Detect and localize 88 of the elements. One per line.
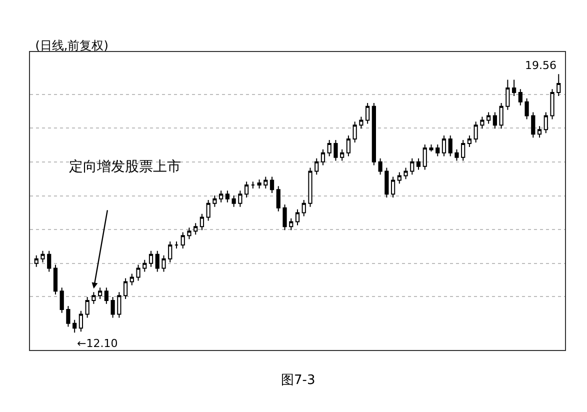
candlestick <box>518 88 522 106</box>
candlestick <box>232 194 236 208</box>
candlestick <box>314 158 319 176</box>
candlestick <box>104 287 108 304</box>
candlestick <box>200 213 204 231</box>
candlestick <box>397 172 402 184</box>
candlestick <box>110 296 115 318</box>
candlestick <box>187 227 192 240</box>
candlestick <box>148 250 154 268</box>
candlestick <box>117 292 122 318</box>
candlestick <box>98 287 102 300</box>
candlestick <box>34 254 38 268</box>
candlestick <box>162 254 166 272</box>
candlestick <box>512 79 516 97</box>
candlestick <box>244 181 249 198</box>
candlestick <box>366 102 370 124</box>
candlestick <box>537 126 542 138</box>
candlestick <box>60 287 64 314</box>
candlestick <box>155 250 160 272</box>
candlestick <box>384 167 389 198</box>
candlestick <box>78 310 84 332</box>
candlestick <box>467 135 472 148</box>
candlestick <box>174 241 179 249</box>
candlestick <box>340 148 344 162</box>
candlestick <box>436 144 440 157</box>
candlestick <box>257 179 262 190</box>
candlestick <box>390 176 396 198</box>
candlestick <box>53 264 58 296</box>
candlestick <box>531 112 536 138</box>
candlestick <box>327 140 332 157</box>
annotation: 定向增发股票上市 <box>69 159 181 175</box>
candlestick <box>212 194 217 208</box>
candlestick <box>276 186 280 212</box>
candlestick <box>422 144 427 170</box>
candlestick <box>480 116 484 130</box>
candlestick <box>47 250 52 272</box>
candlestick <box>550 88 554 120</box>
candlestick <box>416 158 421 170</box>
candlestick <box>308 167 312 208</box>
candlestick <box>250 181 255 190</box>
candlestick <box>289 218 294 231</box>
candlestick <box>238 190 242 208</box>
candlestick <box>442 135 446 157</box>
candlestick <box>346 135 351 157</box>
candlestick <box>492 112 497 130</box>
candlestick <box>85 296 90 318</box>
candlestick <box>206 199 210 222</box>
candlestick <box>123 278 128 300</box>
candlestick <box>40 250 45 263</box>
candlestick <box>359 116 364 130</box>
candlestick <box>270 176 274 194</box>
candlestick <box>429 144 434 152</box>
candlestick <box>410 158 414 176</box>
candlestick <box>136 264 140 282</box>
candlestick <box>378 158 382 176</box>
candlestick <box>352 121 357 143</box>
candlestick <box>194 222 198 236</box>
candlestick <box>72 319 77 334</box>
candlestick <box>474 121 478 143</box>
candlestick <box>282 204 287 231</box>
caption: 图7-3 <box>281 373 316 388</box>
candlestick <box>180 232 185 249</box>
candlestick <box>556 74 561 97</box>
candlestick <box>142 259 147 272</box>
annotation: 19.56 <box>525 59 556 72</box>
candlestick <box>334 140 338 162</box>
candlestick <box>320 148 326 166</box>
candlestick <box>219 190 224 203</box>
candlestick <box>544 112 548 134</box>
candlestick <box>66 305 70 328</box>
annotation: ←12.10 <box>77 337 118 350</box>
candlestick <box>524 98 529 120</box>
candlestick <box>295 208 300 226</box>
candlestick <box>302 199 306 217</box>
candlestick <box>372 102 376 166</box>
candlestick <box>506 79 510 110</box>
candlestick <box>225 190 230 203</box>
candlestick <box>499 102 504 130</box>
candlestick <box>461 140 466 162</box>
candlestick <box>264 176 268 190</box>
candlestick <box>448 135 452 157</box>
candlestick <box>92 292 96 304</box>
candlestick <box>404 167 408 180</box>
chart-title: (日线,前复权) <box>35 38 108 53</box>
candlestick <box>486 112 491 124</box>
candlestick <box>454 148 459 162</box>
candlestick <box>168 241 172 263</box>
candlestick <box>130 273 134 286</box>
